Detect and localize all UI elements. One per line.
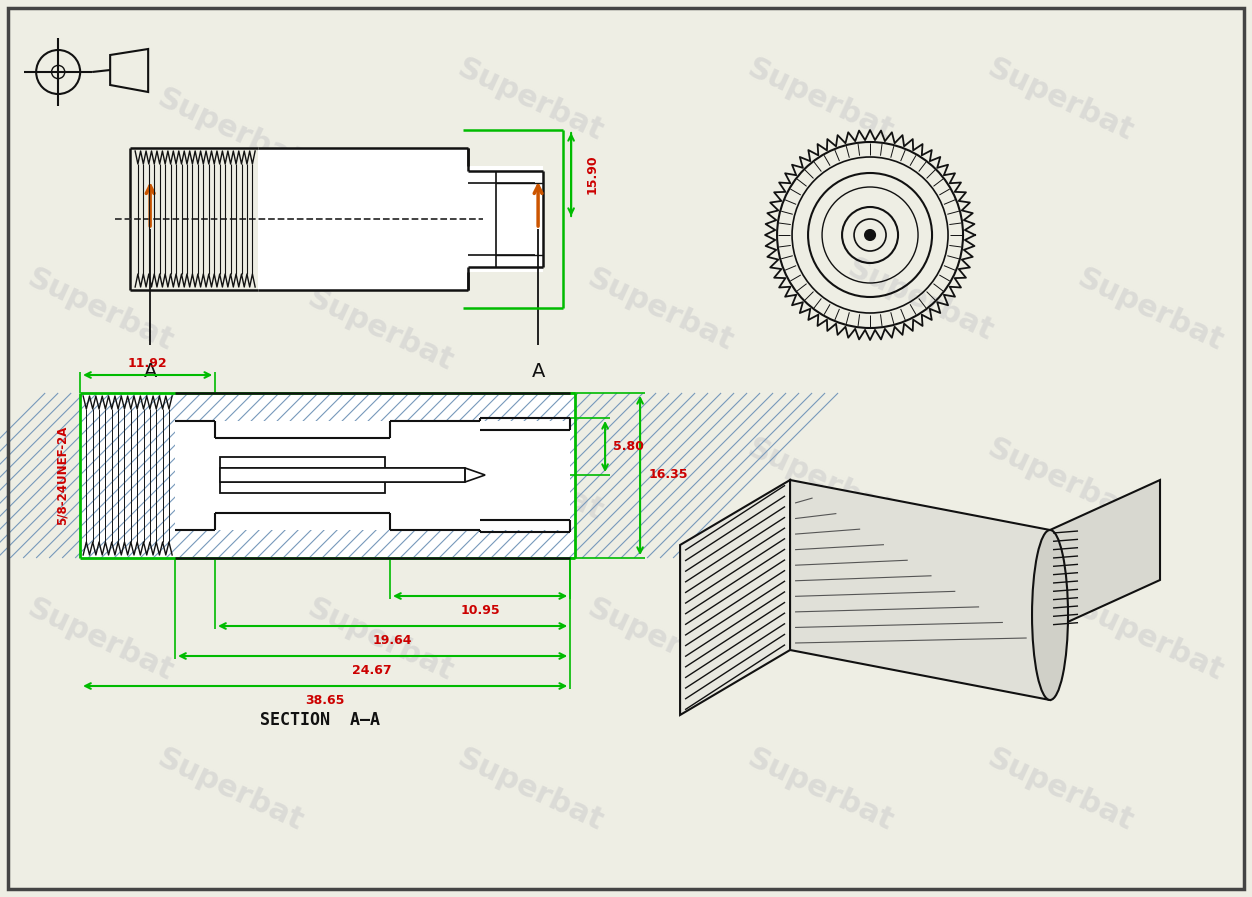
Bar [220,468,464,482]
Text: Superbat: Superbat [303,283,458,377]
Text: A: A [144,362,156,381]
Text: Superbat: Superbat [843,254,998,346]
Text: 16.35: 16.35 [649,468,687,482]
Text: Superbat: Superbat [983,433,1138,527]
Text: Superbat: Superbat [153,744,308,837]
Bar [463,166,543,272]
Polygon shape [680,480,790,715]
Text: 15.90: 15.90 [585,154,598,194]
Circle shape [866,231,874,239]
Polygon shape [790,480,1050,700]
Text: Superbat: Superbat [452,744,607,837]
Text: Superbat: Superbat [582,264,737,356]
Bar [220,457,386,493]
Text: Superbat: Superbat [452,433,607,527]
Polygon shape [1050,480,1161,630]
Text: Superbat: Superbat [23,264,178,356]
Text: 38.65: 38.65 [305,694,344,707]
Text: 24.67: 24.67 [352,664,392,677]
Bar [258,148,468,290]
Text: Superbat: Superbat [452,54,607,146]
Text: SECTION  A–A: SECTION A–A [260,711,381,729]
Bar [80,393,575,558]
Text: Superbat: Superbat [742,54,898,146]
Polygon shape [464,468,485,482]
Text: Superbat: Superbat [23,594,178,686]
Text: Superbat: Superbat [983,744,1138,837]
Text: 11.92: 11.92 [128,357,167,370]
Text: Superbat: Superbat [582,594,737,686]
Ellipse shape [1032,530,1068,700]
Text: Superbat: Superbat [1073,594,1228,686]
Text: Superbat: Superbat [1073,264,1228,356]
Text: 19.64: 19.64 [372,634,412,647]
Text: 5/8-24UNEF-2A: 5/8-24UNEF-2A [55,425,68,525]
Text: Superbat: Superbat [153,433,308,527]
Text: Superbat: Superbat [742,744,898,837]
Text: Superbat: Superbat [742,433,898,527]
Bar [175,421,570,530]
Text: Superbat: Superbat [843,594,998,686]
Text: 10.95: 10.95 [461,604,500,617]
Text: Superbat: Superbat [983,54,1138,146]
Text: A: A [531,362,545,381]
Text: Superbat: Superbat [303,594,458,686]
Text: Superbat: Superbat [153,83,308,177]
Text: 5.80: 5.80 [613,440,644,452]
